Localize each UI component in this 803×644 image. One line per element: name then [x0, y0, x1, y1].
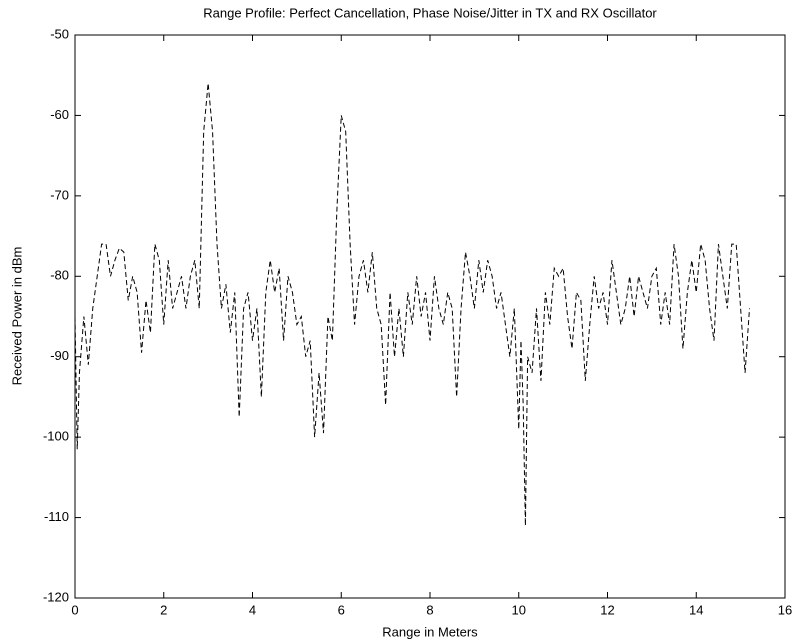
y-tick-label: -120: [43, 589, 69, 604]
y-axis-label: Received Power in dBm: [9, 247, 24, 386]
x-tick-label: 16: [778, 602, 792, 617]
x-tick-label: 6: [338, 602, 345, 617]
x-tick-label: 14: [689, 602, 703, 617]
y-tick-label: -80: [50, 268, 69, 283]
chart-title: Range Profile: Perfect Cancellation, Pha…: [203, 5, 657, 20]
x-tick-label: 4: [249, 602, 256, 617]
y-tick-label: -50: [50, 26, 69, 41]
x-axis-label: Range in Meters: [382, 624, 478, 639]
y-tick-label: -60: [50, 107, 69, 122]
data-line: [74, 83, 750, 526]
y-tick-label: -70: [50, 187, 69, 202]
x-tick-label: 10: [512, 602, 526, 617]
x-tick-label: 8: [426, 602, 433, 617]
y-tick-label: -100: [43, 429, 69, 444]
y-tick-label: -90: [50, 348, 69, 363]
plot-frame: [74, 34, 786, 599]
x-tick-label: 12: [600, 602, 614, 617]
x-tick-label: 2: [160, 602, 167, 617]
x-tick-label: 0: [71, 602, 78, 617]
y-tick-label: -110: [44, 509, 69, 524]
